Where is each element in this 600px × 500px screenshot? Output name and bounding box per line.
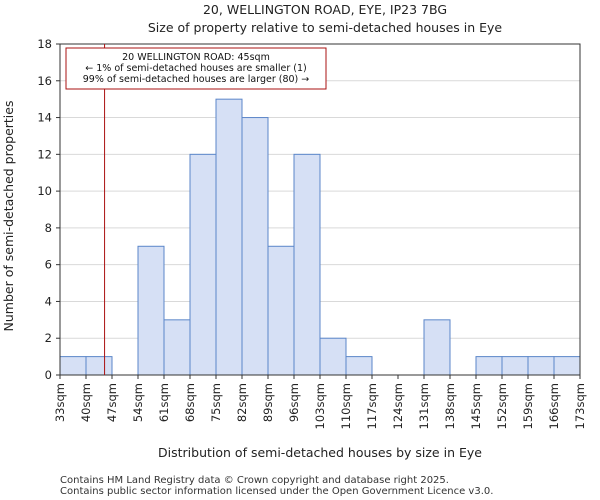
x-tick-label: 47sqm xyxy=(105,383,119,422)
x-tick-label: 138sqm xyxy=(443,383,457,429)
x-tick-label: 68sqm xyxy=(183,383,197,422)
y-tick-label: 14 xyxy=(37,111,52,125)
x-axis-label: Distribution of semi-detached houses by … xyxy=(158,445,482,460)
bar xyxy=(345,356,373,376)
annotation-line-3: 99% of semi-detached houses are larger (… xyxy=(83,74,310,85)
bar xyxy=(475,356,503,376)
x-tick-label: 152sqm xyxy=(495,383,509,429)
x-tick-label: 166sqm xyxy=(547,383,561,429)
x-tick-label: 145sqm xyxy=(469,383,483,429)
bar xyxy=(163,319,191,376)
y-tick-label: 12 xyxy=(37,147,52,161)
bar xyxy=(501,356,529,376)
y-axis-label: Number of semi-detached properties xyxy=(1,101,16,332)
bar xyxy=(189,153,217,376)
x-tick-label: 89sqm xyxy=(261,383,275,422)
y-tick-label: 0 xyxy=(45,368,52,382)
x-tick-label: 33sqm xyxy=(53,383,67,422)
x-axis-ticks: 33sqm 40sqm 47sqm 54sqm 61sqm 68sqm 75sqm 82sqm… xyxy=(53,375,587,429)
y-tick-label: 4 xyxy=(45,294,52,308)
y-tick-label: 10 xyxy=(37,184,52,198)
y-tick-label: 2 xyxy=(45,331,52,345)
x-tick-label: 82sqm xyxy=(235,383,249,422)
x-tick-label: 103sqm xyxy=(313,383,327,429)
x-tick-label: 117sqm xyxy=(365,383,379,429)
bar xyxy=(85,356,113,376)
x-tick-label: 40sqm xyxy=(79,383,93,422)
bar xyxy=(241,117,269,376)
bar xyxy=(267,245,295,376)
y-axis-ticks: 0 2 4 6 8 10 12 14 16 18 xyxy=(37,37,60,382)
x-tick-label: 159sqm xyxy=(521,383,535,429)
annotation-frame xyxy=(65,47,327,90)
x-tick-label: 96sqm xyxy=(287,383,301,422)
x-tick-label: 131sqm xyxy=(417,383,431,429)
annotation-line-2: ← 1% of semi-detached houses are smaller… xyxy=(85,63,306,74)
x-tick-label: 54sqm xyxy=(131,383,145,422)
x-tick-label: 110sqm xyxy=(339,383,353,429)
chart-title: 20, WELLINGTON ROAD, EYE, IP23 7BG xyxy=(203,2,447,17)
x-tick-label: 75sqm xyxy=(209,383,223,422)
footer-line-1: Contains HM Land Registry data © Crown c… xyxy=(60,475,449,486)
annotation-line-1: 20 WELLINGTON ROAD: 45sqm xyxy=(122,52,270,63)
bar xyxy=(215,98,243,376)
y-tick-label: 8 xyxy=(45,221,52,235)
bar xyxy=(59,356,87,376)
bars xyxy=(59,98,581,376)
x-tick-label: 61sqm xyxy=(157,383,171,422)
y-tick-label: 18 xyxy=(37,37,52,51)
y-tick-label: 16 xyxy=(37,74,52,88)
annotation-box: 20 WELLINGTON ROAD: 45sqm ← 1% of semi-d… xyxy=(65,47,327,90)
bar xyxy=(137,245,165,376)
x-tick-label: 124sqm xyxy=(391,383,405,429)
chart-subtitle: Size of property relative to semi-detach… xyxy=(148,20,503,35)
bar xyxy=(553,356,581,376)
bar xyxy=(319,337,347,376)
x-tick-label: 173sqm xyxy=(573,383,587,429)
bar xyxy=(423,319,451,376)
y-tick-label: 6 xyxy=(45,258,52,272)
bar xyxy=(293,153,321,376)
footer-line-2: Contains public sector information licen… xyxy=(60,486,493,497)
bar xyxy=(527,356,555,376)
